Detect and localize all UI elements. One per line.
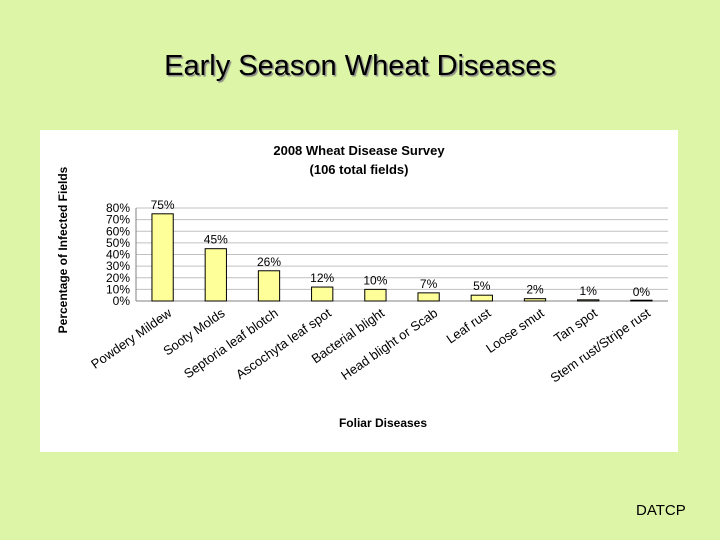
bar-data-label: 10%: [363, 273, 387, 287]
category-label: Head blight or Scab: [338, 305, 440, 383]
bar: [470, 294, 493, 302]
slide-title: Early Season Wheat Diseases: [164, 50, 556, 82]
bar: [257, 270, 281, 302]
chart-panel: 2008 Wheat Disease Survey (106 total fie…: [40, 130, 678, 452]
y-tick-label: 60%: [106, 224, 130, 238]
bar: [577, 299, 600, 302]
x-axis-label: Foliar Diseases: [339, 416, 427, 430]
bar: [523, 298, 547, 302]
chart-subtitle: (106 total fields): [310, 162, 409, 177]
bar-chart: 2008 Wheat Disease Survey (106 total fie…: [56, 143, 668, 430]
y-axis-label: Percentage of Infected Fields: [56, 166, 70, 333]
bar-data-label: 1%: [580, 284, 598, 298]
bar: [630, 299, 653, 302]
chart-title: 2008 Wheat Disease Survey: [273, 143, 445, 158]
bar: [364, 288, 387, 302]
y-tick-label: 20%: [106, 271, 130, 285]
bar-data-label: 0%: [633, 285, 651, 299]
y-tick-label: 50%: [106, 236, 130, 250]
category-label: Tan spot: [551, 305, 600, 346]
category-label: Stem rust/Stripe rust: [547, 305, 653, 385]
y-tick-label: 30%: [106, 259, 130, 273]
bar: [417, 292, 440, 302]
y-tick-labels: 0%10%20%30%40%50%60%70%80%: [106, 201, 130, 308]
bar-data-label: 2%: [526, 283, 544, 297]
category-label: Leaf rust: [443, 305, 493, 347]
y-tick-label: 70%: [106, 213, 130, 227]
y-tick-label: 10%: [106, 282, 130, 296]
category-label: Loose smut: [483, 305, 547, 356]
bar-data-label: 12%: [310, 271, 334, 285]
category-label: Septoria leaf blotch: [181, 305, 281, 381]
y-tick-label: 80%: [106, 201, 130, 215]
category-label: Powdery Mildew: [88, 305, 175, 372]
category-label: Ascochyta leaf spot: [233, 305, 334, 382]
bar: [204, 248, 227, 302]
bar-data-label: 7%: [420, 277, 438, 291]
bar-data-label: 26%: [257, 255, 281, 269]
bars: 75% 45% 26% 12% 10% 7% 5% 2% 1% 0%: [151, 198, 653, 302]
bar-data-label: 75%: [151, 198, 175, 212]
footer-label: DATCP: [636, 502, 686, 519]
bar-data-label: 5%: [473, 279, 491, 293]
y-tick-label: 40%: [106, 248, 130, 262]
bar-data-label: 45%: [204, 233, 228, 247]
bar: [311, 286, 334, 302]
y-tick-label: 0%: [113, 294, 131, 308]
bar: [151, 213, 174, 302]
